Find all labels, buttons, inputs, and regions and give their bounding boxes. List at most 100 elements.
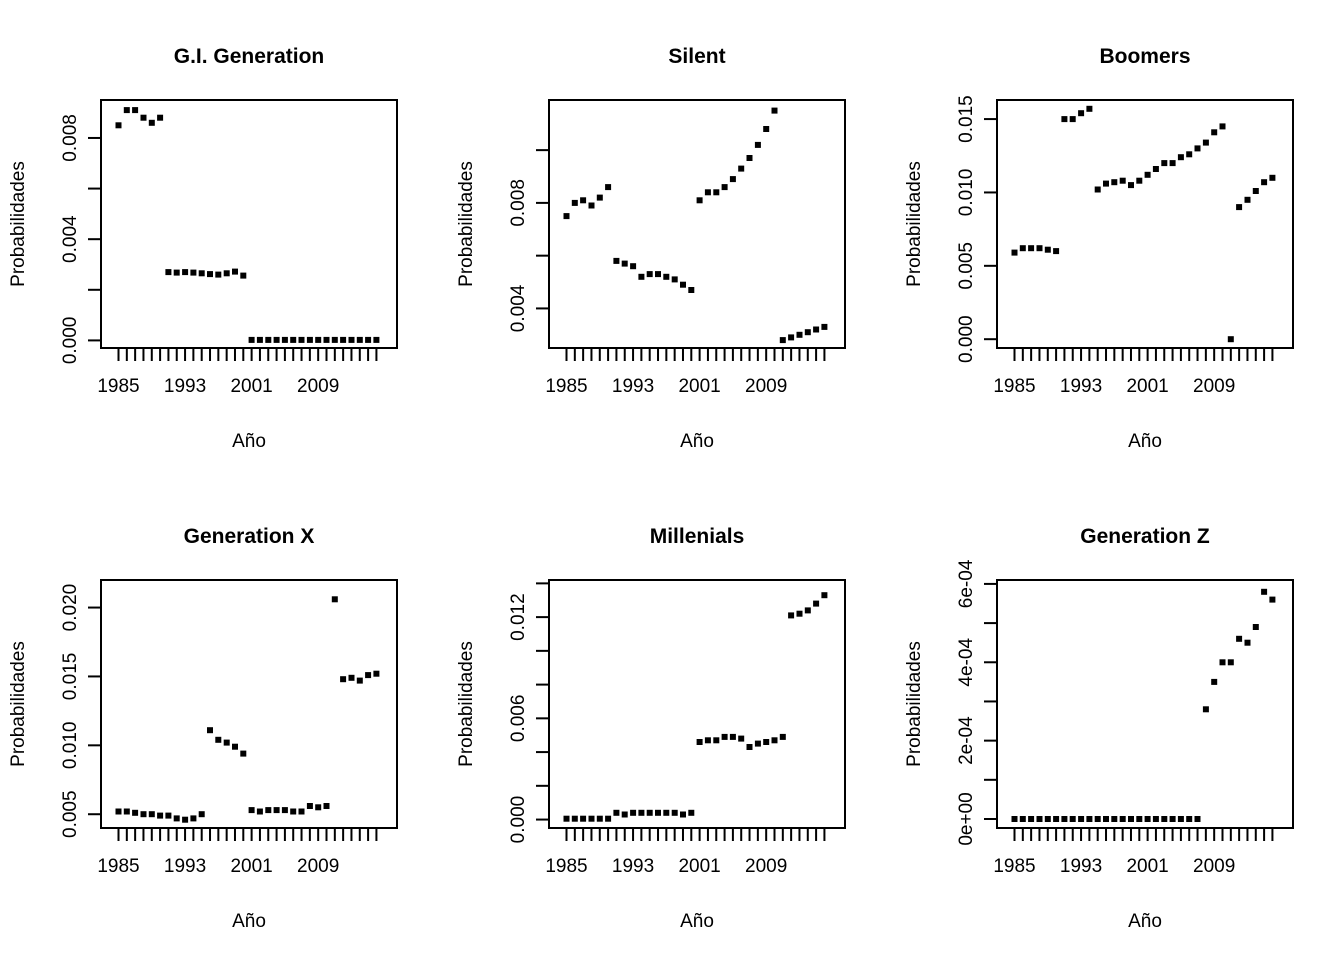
data-point: [1244, 196, 1251, 203]
data-point: [232, 743, 238, 750]
y-axis-title: Probabilidades: [456, 161, 477, 287]
data-point: [680, 281, 686, 288]
data-point: [190, 815, 197, 822]
data-point: [173, 815, 180, 822]
data-point: [290, 336, 297, 343]
plot-panel-boomers: Boomers 0.000 0.005 0.010 0.015 1985 1993 2001 2…: [904, 45, 1294, 452]
y-axis-title: Probabilidades: [904, 641, 925, 767]
data-point: [1053, 816, 1060, 822]
x-axis-title: Año: [1128, 431, 1162, 452]
plot-box: [100, 99, 398, 349]
x-tick-label: 1993: [164, 376, 206, 397]
y-tick-label: 0.000: [60, 317, 81, 365]
data-point: [763, 739, 770, 745]
data-point: [663, 809, 670, 816]
x-tick-label: 1985: [993, 856, 1035, 877]
data-point: [754, 740, 761, 747]
data-point: [621, 811, 628, 818]
data-point: [298, 808, 305, 815]
data-points: [115, 107, 380, 343]
data-point: [1177, 816, 1184, 822]
x-axis-title: Año: [680, 911, 714, 932]
data-point: [1269, 174, 1276, 181]
data-point: [190, 269, 197, 276]
data-point: [588, 202, 595, 209]
y-tick-label: 0.010: [956, 169, 977, 217]
data-point: [688, 287, 695, 293]
data-point: [746, 155, 753, 161]
y-axis-title: Probabilidades: [456, 641, 477, 767]
y-tick-label: 4e-04: [956, 638, 977, 687]
data-point: [1202, 706, 1209, 713]
data-point: [704, 189, 711, 196]
x-tick-label: 1993: [612, 856, 654, 877]
data-point: [704, 737, 711, 744]
data-point: [207, 727, 213, 734]
data-point: [621, 260, 628, 267]
plot-box: [548, 99, 846, 349]
data-point: [273, 807, 280, 814]
data-point: [1019, 816, 1026, 822]
y-tick-label: 0e+00: [956, 792, 977, 845]
data-point: [1103, 180, 1109, 187]
y-tick-label: 0.000: [508, 796, 529, 844]
data-point: [671, 276, 678, 283]
data-point: [580, 815, 587, 822]
panel-title: Silent: [668, 45, 725, 68]
data-point: [688, 809, 695, 816]
data-point: [646, 809, 653, 816]
y-tick-label: 2e-04: [956, 716, 977, 765]
data-point: [588, 815, 595, 822]
data-point: [123, 808, 130, 815]
data-point: [1061, 116, 1068, 123]
data-points: [115, 596, 380, 823]
data-point: [1094, 186, 1101, 193]
data-point: [140, 114, 147, 121]
data-point: [1044, 246, 1051, 253]
panel-title: Generation X: [184, 525, 315, 548]
data-point: [1128, 816, 1134, 822]
plot-panel-g-i-generation: G.I. Generation 0.000 0.004 0.008 1985 1993 20…: [8, 45, 398, 452]
data-point: [605, 815, 612, 822]
data-point: [596, 194, 603, 201]
data-point: [1161, 160, 1168, 167]
data-point: [290, 808, 297, 815]
data-point: [804, 329, 811, 336]
data-point: [123, 107, 130, 114]
data-point: [1161, 816, 1168, 822]
data-points: [563, 592, 828, 822]
y-tick-label: 0.004: [60, 215, 81, 263]
y-axis-title: Probabilidades: [8, 641, 29, 767]
data-point: [1177, 154, 1184, 161]
plot-panel-generation-z: Generation Z 0e+00 2e-04 4e-04 6e-04 1985 1993…: [904, 525, 1294, 932]
data-point: [298, 336, 305, 343]
x-tick-label: 2009: [297, 376, 339, 397]
x-tick-label: 2009: [745, 856, 787, 877]
data-point: [223, 270, 230, 277]
data-point: [1227, 659, 1234, 666]
data-point: [696, 739, 703, 745]
x-tick-label: 1985: [545, 856, 587, 877]
data-point: [796, 331, 803, 338]
data-point: [630, 263, 637, 270]
data-point: [373, 336, 380, 343]
data-point: [1019, 245, 1026, 252]
data-point: [165, 812, 172, 819]
data-point: [1069, 116, 1076, 123]
data-point: [1186, 816, 1193, 822]
panel-title: Boomers: [1099, 45, 1190, 68]
data-point: [1136, 177, 1143, 184]
data-point: [281, 807, 288, 814]
data-point: [746, 744, 753, 750]
data-point: [331, 596, 338, 603]
y-axis-title: Probabilidades: [904, 161, 925, 287]
data-point: [115, 122, 122, 129]
x-tick-label: 2001: [678, 856, 720, 877]
data-point: [215, 736, 222, 743]
data-point: [738, 735, 745, 742]
data-point: [1111, 179, 1118, 186]
data-point: [655, 809, 661, 816]
y-tick-label: 0.008: [60, 114, 81, 162]
data-point: [248, 336, 255, 343]
data-point: [1169, 160, 1176, 167]
